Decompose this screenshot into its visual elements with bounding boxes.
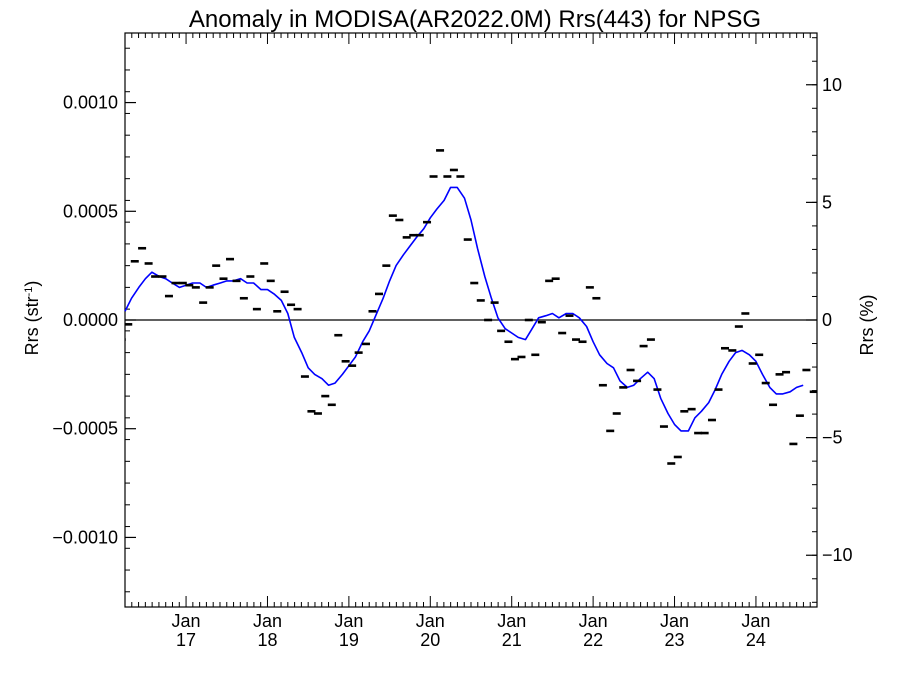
x-tick-label-month: Jan — [334, 611, 363, 631]
y-right-tick-label: 0 — [822, 310, 832, 330]
x-tick-label-year: 20 — [420, 630, 440, 650]
y-left-tick-label: −0.0010 — [52, 527, 118, 547]
smoothed-anomaly-line — [124, 186, 804, 432]
y-axis-left-label: Rrs (str-1) — [22, 281, 42, 356]
y-left-tick-label: −0.0005 — [52, 419, 118, 439]
y-right-tick-label: 10 — [822, 75, 842, 95]
y-left-tick-label: 0.0010 — [63, 93, 118, 113]
x-tick-label-year: 17 — [176, 630, 196, 650]
x-tick-label-month: Jan — [660, 611, 689, 631]
y-axis-left-label-superscript: -1 — [23, 287, 35, 297]
y-right-tick-label: −5 — [822, 428, 843, 448]
y-right-tick-label: 5 — [822, 192, 832, 212]
x-tick-label-month: Jan — [579, 611, 608, 631]
x-tick-label-year: 22 — [583, 630, 603, 650]
x-tick-label-year: 19 — [339, 630, 359, 650]
x-tick-label-year: 23 — [665, 630, 685, 650]
y-right-tick-label: −10 — [822, 545, 853, 565]
x-tick-label-year: 18 — [257, 630, 277, 650]
x-tick-label-month: Jan — [253, 611, 282, 631]
y-left-tick-label: 0.0000 — [63, 310, 118, 330]
x-tick-label-month: Jan — [497, 611, 526, 631]
y-left-tick-label: 0.0005 — [63, 201, 118, 221]
x-tick-label-month: Jan — [741, 611, 770, 631]
y-axis-right-label: Rrs (%) — [857, 295, 877, 356]
plot-area: 0.0010 0.0005 0.0000 −0.0005 −0.0010 10 5 0 −5 −1… — [52, 32, 853, 650]
y-axis-left-label-main: Rrs (str — [22, 296, 42, 355]
x-tick-label-year: 21 — [502, 630, 522, 650]
chart-title: Anomaly in MODISA(AR2022.0M) Rrs(443) fo… — [189, 6, 761, 33]
y-axis-left-label-close: ) — [22, 281, 42, 287]
x-tick-label-year: 24 — [746, 630, 766, 650]
x-tick-label-month: Jan — [172, 611, 201, 631]
x-tick-label-month: Jan — [416, 611, 445, 631]
